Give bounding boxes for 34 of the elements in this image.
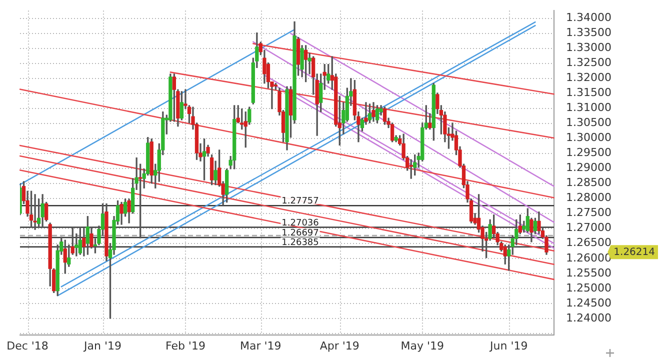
y-tick-label: 1.27000 — [566, 221, 612, 234]
y-tick-label: 1.31500 — [566, 86, 612, 100]
y-tick-label: 1.28000 — [566, 191, 612, 204]
y-tick-label: 1.33000 — [566, 41, 612, 54]
text: 1.26214 — [614, 247, 656, 258]
y-tick-label: 1.30000 — [566, 131, 612, 144]
y-tick-label: 1.27500 — [566, 206, 612, 220]
x-tick-label: Apr '19 — [320, 339, 360, 352]
y-tick-label: 1.24500 — [566, 296, 612, 310]
y-tick-label: 1.25000 — [566, 281, 612, 294]
y-tick-label: 1.24000 — [566, 311, 612, 324]
ref-line-label: 1.26697 — [282, 228, 319, 238]
candlestick — [33, 194, 37, 230]
y-tick-label: 1.34000 — [566, 10, 612, 24]
y-tick-label: 1.26000 — [566, 251, 612, 264]
ref-line-label: 1.27036 — [282, 218, 320, 228]
x-tick-label: May '19 — [400, 339, 444, 352]
y-tick-label: 1.28500 — [566, 176, 612, 190]
y-tick-label: 1.31000 — [566, 101, 612, 114]
x-tick-label: Jun '19 — [489, 339, 528, 352]
y-tick-label: 1.29500 — [566, 146, 612, 160]
ref-line-label: 1.27757 — [282, 196, 319, 207]
ref-line-label: 1.26385 — [282, 238, 319, 248]
y-tick-label: 1.25500 — [566, 266, 612, 280]
x-tick-label: Feb '19 — [165, 339, 206, 352]
x-tick-label: Mar '19 — [240, 339, 282, 352]
y-tick-label: 1.32500 — [566, 56, 612, 70]
y-tick-label: 1.29000 — [566, 161, 612, 174]
y-tick-label: 1.30500 — [566, 116, 612, 130]
y-tick-label: 1.32000 — [566, 71, 612, 84]
x-tick-label: Jan '19 — [82, 339, 122, 352]
y-tick-label: 1.26500 — [566, 236, 612, 250]
x-tick-label: Dec '18 — [6, 339, 48, 352]
y-tick-label: 1.33500 — [566, 26, 612, 39]
